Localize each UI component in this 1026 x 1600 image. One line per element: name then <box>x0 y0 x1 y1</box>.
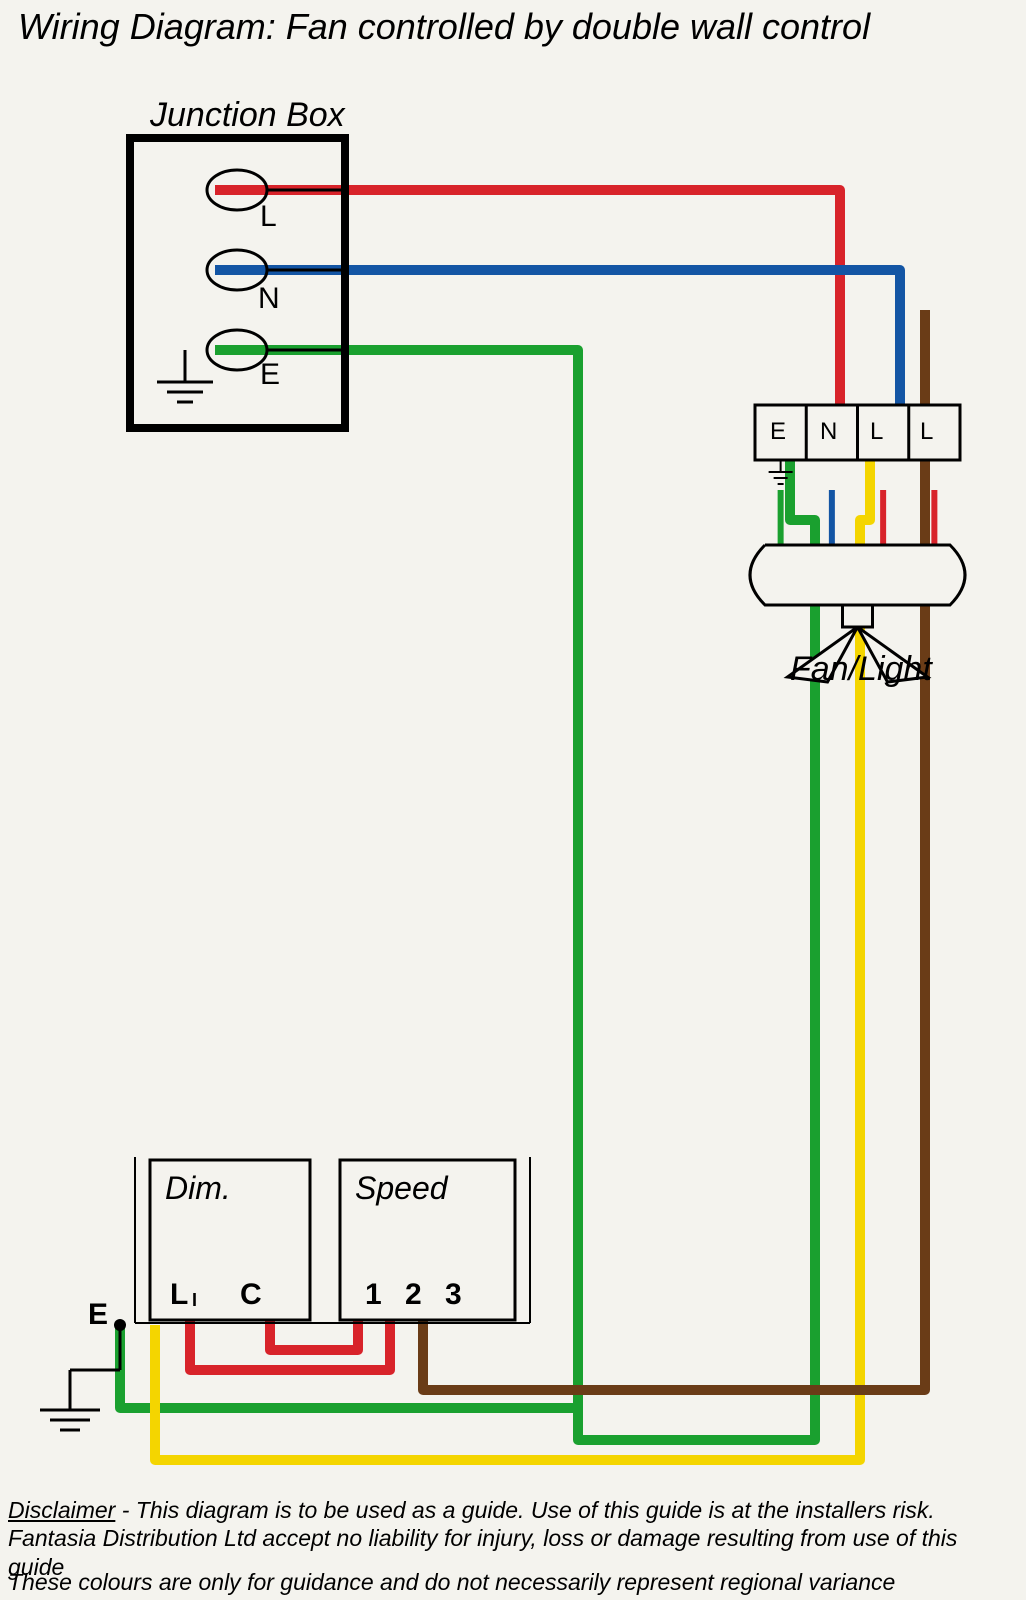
diagram-page: Wiring Diagram: Fan controlled by double… <box>0 0 1026 1600</box>
speed-terminal-3: 3 <box>445 1278 462 1312</box>
junction-box-label: Junction Box <box>150 96 345 135</box>
disclaimer-line-1: Disclaimer - This diagram is to be used … <box>8 1496 998 1525</box>
speed-terminal-2: 2 <box>405 1278 422 1312</box>
junction-terminal-l: L <box>260 200 277 234</box>
wiring-svg <box>0 0 1026 1600</box>
speed-terminal-1: 1 <box>365 1278 382 1312</box>
fan-terminal-l2: L <box>920 418 933 446</box>
junction-terminal-n: N <box>258 282 280 316</box>
disclaimer-heading: Disclaimer <box>8 1497 115 1523</box>
fan-terminal-e: E <box>770 418 786 446</box>
disclaimer-line-3: These colours are only for guidance and … <box>8 1568 998 1597</box>
dim-terminal-l-sub: I <box>192 1290 197 1311</box>
speed-label: Speed <box>355 1170 448 1207</box>
dim-terminal-l: L <box>170 1278 188 1312</box>
fan-light-label: Fan/Light <box>790 650 932 689</box>
junction-terminal-e: E <box>260 358 280 392</box>
wall-earth-label: E <box>88 1298 108 1332</box>
fan-terminal-n: N <box>820 418 837 446</box>
fan-terminal-l1: L <box>870 418 883 446</box>
disclaimer-text-1: - This diagram is to be used as a guide.… <box>115 1497 934 1523</box>
dim-terminal-c: C <box>240 1278 262 1312</box>
dim-label: Dim. <box>165 1170 231 1207</box>
diagram-title: Wiring Diagram: Fan controlled by double… <box>18 6 870 48</box>
